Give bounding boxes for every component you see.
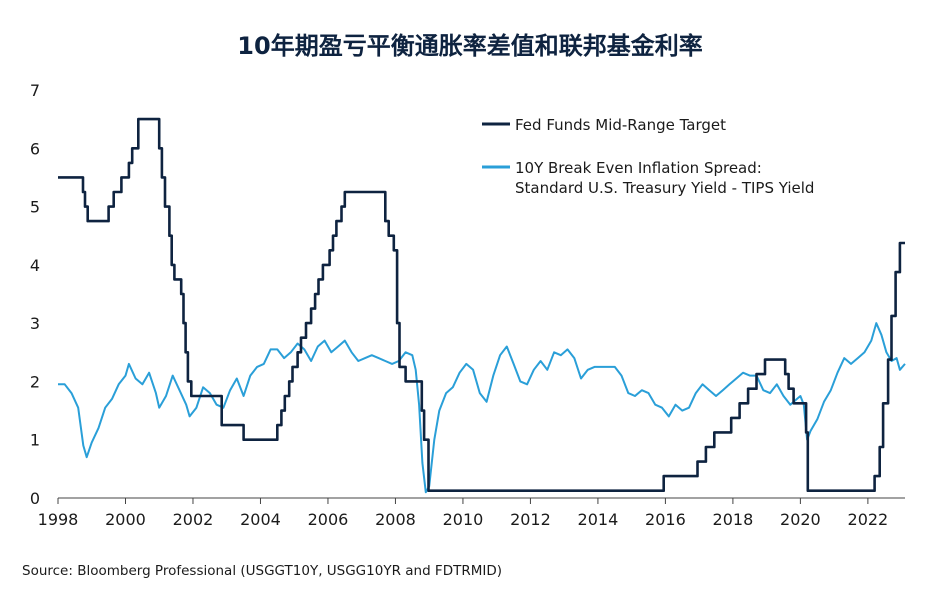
y-axis-labels: 0 1 2 3 4 5 6 7 <box>30 81 40 508</box>
x-tick-label: 2004 <box>240 510 281 529</box>
y-tick-label: 6 <box>30 139 40 158</box>
x-tick-label: 1998 <box>38 510 79 529</box>
x-tick-label: 2006 <box>308 510 349 529</box>
y-tick-label: 1 <box>30 431 40 450</box>
source-note: Source: Bloomberg Professional (USGGT10Y… <box>22 563 503 579</box>
x-tick-label: 2000 <box>105 510 146 529</box>
y-tick-label: 5 <box>30 198 40 217</box>
x-tick-label: 2016 <box>645 510 686 529</box>
x-tick-label: 2014 <box>578 510 619 529</box>
x-tick-label: 2002 <box>173 510 214 529</box>
x-tick-label: 2018 <box>713 510 754 529</box>
y-tick-label: 2 <box>30 372 40 391</box>
breakeven-line <box>58 322 906 494</box>
series-layer <box>58 117 906 494</box>
legend: Fed Funds Mid-Range Target 10Y Break Even… <box>482 116 814 197</box>
y-tick-label: 4 <box>30 256 40 275</box>
x-tick-label: 2010 <box>443 510 484 529</box>
x-tick-label: 2020 <box>780 510 821 529</box>
x-tick-label: 2022 <box>848 510 889 529</box>
x-tick-label: 2012 <box>510 510 551 529</box>
fed-funds-line <box>58 117 905 492</box>
chart-title: 10年期盈亏平衡通胀率差值和联邦基金利率 <box>237 32 703 60</box>
y-tick-label: 0 <box>30 489 40 508</box>
legend-label-breakeven: 10Y Break Even Inflation Spread: <box>515 159 762 177</box>
legend-label-fed-funds: Fed Funds Mid-Range Target <box>515 116 726 134</box>
legend-label-breakeven-line2: Standard U.S. Treasury Yield - TIPS Yiel… <box>515 179 814 197</box>
y-tick-label: 3 <box>30 314 40 333</box>
x-axis: 1998 2000 2002 2004 2006 2008 2010 2012 2014 2016… <box>38 497 905 529</box>
x-tick-label: 2008 <box>375 510 416 529</box>
y-tick-label: 7 <box>30 81 40 100</box>
